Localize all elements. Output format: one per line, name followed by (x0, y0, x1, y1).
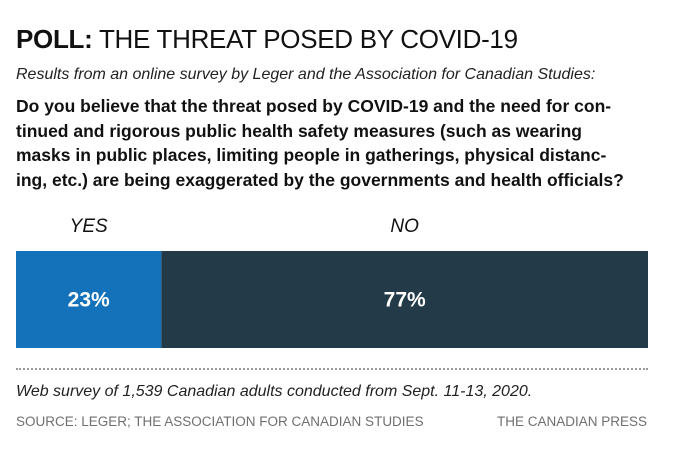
chart-subtitle: Results from an online survey by Leger a… (16, 66, 596, 83)
bar-segment-no (161, 251, 649, 348)
category-label-no: NO (390, 216, 419, 237)
category-label-yes: YES (69, 216, 108, 237)
survey-note: Web survey of 1,539 Canadian adults cond… (16, 383, 533, 400)
survey-question: Do you believe that the threat posed by … (16, 94, 666, 192)
title-prefix: POLL: (16, 24, 93, 54)
question-line: masks in public places, limiting people … (16, 145, 607, 165)
question-line: Do you believe that the threat posed by … (16, 96, 612, 116)
title-text: THE THREAT POSED BY COVID-19 (98, 24, 518, 54)
source-line: SOURCE: LEGER; THE ASSOCIATION FOR CANAD… (16, 414, 424, 429)
dotted-divider (16, 368, 648, 370)
question-line: tinued and rigorous public health safety… (16, 120, 582, 141)
chart-title: POLL: THE THREAT POSED BY COVID-19 (16, 24, 518, 54)
value-label-no: 77% (384, 289, 426, 312)
credit-line: THE CANADIAN PRESS (496, 414, 647, 429)
question-line: ing, etc.) are being exaggerated by the … (16, 169, 624, 190)
value-label-yes: 23% (68, 289, 110, 312)
bar-segment-yes (16, 251, 162, 348)
